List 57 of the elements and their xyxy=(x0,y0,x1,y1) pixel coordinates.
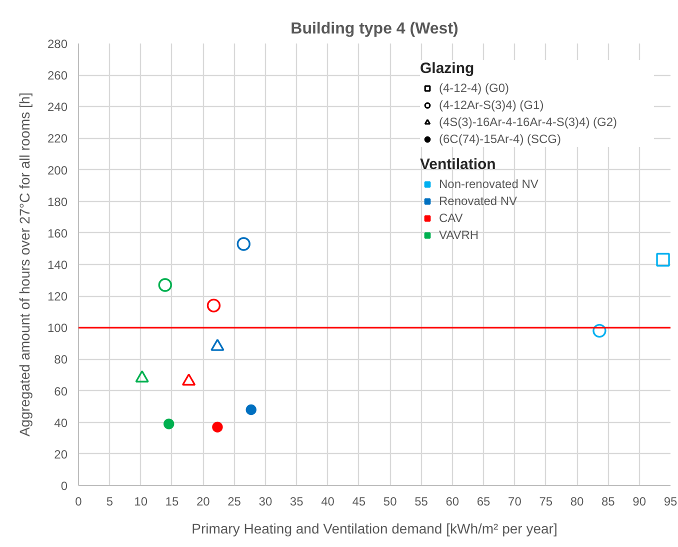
y-tick-label: 80 xyxy=(54,352,68,367)
x-tick-label: 80 xyxy=(570,494,584,508)
y-tick-label: 220 xyxy=(47,132,68,146)
y-axis-title: Aggregated amount of hours over 27°C for all rooms [h] xyxy=(16,92,32,437)
x-tick-label: 85 xyxy=(602,494,616,508)
point xyxy=(236,237,250,251)
x-tick-label: 15 xyxy=(165,494,179,508)
y-tick-label: 60 xyxy=(54,384,68,398)
y-tick-label: 160 xyxy=(47,226,68,240)
x-tick-label: 50 xyxy=(383,494,398,508)
x-tick-label: 90 xyxy=(632,494,646,508)
y-tick-label: 120 xyxy=(47,290,68,304)
x-tick-label: 25 xyxy=(228,494,242,508)
y-tick-label: 260 xyxy=(47,68,68,83)
x-tick-label: 20 xyxy=(196,494,210,508)
point xyxy=(212,422,223,432)
y-tick-label: 140 xyxy=(47,258,68,272)
point xyxy=(592,324,606,338)
y-tick-label: 280 xyxy=(47,37,68,51)
point xyxy=(206,298,221,312)
x-tick-label: 65 xyxy=(476,494,491,508)
x-tick-label: 35 xyxy=(290,494,304,508)
point xyxy=(164,418,174,430)
x-tick-label: 30 xyxy=(258,494,272,508)
x-tick-label: 0 xyxy=(75,494,82,508)
y-tick-label: 100 xyxy=(47,321,68,336)
x-tick-label: 60 xyxy=(446,494,460,508)
point xyxy=(158,278,172,292)
y-tick-label: 0 xyxy=(60,479,68,493)
legend-label: Renovated NV xyxy=(439,192,518,209)
y-tick-label: 200 xyxy=(47,163,68,178)
y-tick-label: 20 xyxy=(54,447,68,462)
text: Glazing xyxy=(420,60,474,77)
x-tick-label: 95 xyxy=(664,494,678,508)
y-tick-label: 240 xyxy=(47,100,68,114)
x-tick-label: 70 xyxy=(508,494,522,508)
x-tick-label: 5 xyxy=(106,494,114,508)
legend-label: (4-12Ar-S(3)4) (G1) xyxy=(439,96,545,113)
point xyxy=(246,404,256,416)
text: Ventilation xyxy=(420,156,496,173)
x-tick-label: 40 xyxy=(321,494,335,508)
legend-label: Non-renovated NV xyxy=(439,176,540,192)
y-tick-label: 180 xyxy=(47,194,68,209)
legend-label: (4S(3)-16Ar-4-16Ar-4-S(3)4) (G2) xyxy=(439,114,618,130)
x-tick-label: 10 xyxy=(134,494,148,508)
chart-title: Building type 4 (West) xyxy=(290,20,458,38)
legend-label: (4-12-4) (G0) xyxy=(439,80,510,96)
legend-label: (6C(74)-15Ar-4) (SCG) xyxy=(439,130,562,147)
y-tick-label: 40 xyxy=(54,416,68,430)
x-tick-label: 55 xyxy=(414,494,428,508)
point xyxy=(182,374,196,386)
x-tick-label: 75 xyxy=(539,494,553,508)
legend-label: VAVRH xyxy=(439,226,480,243)
x-tick-label: 45 xyxy=(352,494,366,508)
x-axis-title: Primary Heating and Ventilation demand [kWh/m² per year] xyxy=(192,520,558,536)
point xyxy=(656,252,670,267)
legend-label: CAV xyxy=(439,210,464,226)
